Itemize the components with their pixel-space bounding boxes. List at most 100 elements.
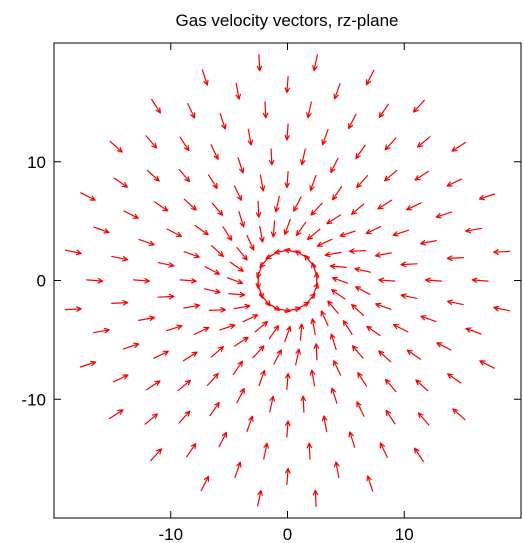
plot-frame — [53, 42, 522, 519]
velocity-arrow — [313, 343, 320, 361]
velocity-arrow — [182, 351, 198, 362]
velocity-arrow — [417, 136, 431, 148]
velocity-arrow — [332, 185, 343, 201]
velocity-arrow — [406, 349, 422, 360]
velocity-arrow — [193, 326, 210, 335]
velocity-arrow — [218, 431, 227, 448]
velocity-arrow — [150, 448, 162, 462]
velocity-arrow — [145, 135, 158, 149]
velocity-arrow — [406, 202, 422, 211]
velocity-arrow — [400, 261, 418, 268]
velocity-arrow — [236, 247, 248, 261]
velocity-arrow — [312, 54, 318, 72]
x-tick-label: -10 — [158, 525, 183, 543]
velocity-arrow — [219, 323, 236, 331]
velocity-arrow — [219, 113, 227, 130]
velocity-arrow — [144, 413, 158, 425]
velocity-arrow — [366, 475, 374, 492]
velocity-arrow — [417, 412, 430, 426]
velocity-arrow — [339, 230, 356, 238]
velocity-arrow — [285, 467, 291, 485]
velocity-arrow — [420, 240, 437, 246]
velocity-arrow — [379, 442, 388, 458]
velocity-arrow — [236, 388, 245, 404]
velocity-arrow — [204, 266, 220, 275]
velocity-arrow — [446, 178, 463, 187]
velocity-arrow — [210, 245, 224, 257]
velocity-arrow — [420, 315, 437, 323]
velocity-arrow — [138, 238, 155, 246]
velocity-arrow — [351, 345, 364, 359]
velocity-arrow — [324, 251, 342, 258]
velocity-arrow — [112, 374, 129, 383]
velocity-arrow — [232, 360, 243, 376]
velocity-arrow — [252, 345, 265, 359]
velocity-arrow — [329, 263, 347, 270]
velocity-arrow — [331, 289, 346, 300]
velocity-arrow — [211, 202, 224, 216]
velocity-arrow — [201, 69, 209, 86]
velocity-arrow — [327, 300, 339, 314]
velocity-arrow — [108, 409, 124, 420]
velocity-arrow — [285, 372, 291, 390]
velocity-arrow — [348, 113, 357, 130]
velocity-arrow — [284, 325, 292, 343]
velocity-arrow — [446, 299, 464, 306]
velocity-arrow — [222, 226, 233, 241]
velocity-arrow — [145, 380, 161, 391]
velocity-arrow — [384, 137, 397, 151]
velocity-arrow — [320, 310, 329, 327]
velocity-arrow — [284, 76, 290, 94]
velocity-arrow — [242, 314, 259, 323]
velocity-arrow — [392, 229, 409, 237]
velocity-arrow — [228, 291, 246, 298]
velocity-arrow — [254, 321, 268, 333]
velocity-arrow — [321, 129, 329, 146]
velocity-arrow — [234, 336, 249, 347]
axis-ticks: -10 0 10 10 0 -10 — [21, 43, 521, 543]
velocity-arrow — [295, 348, 301, 366]
velocity-arrow — [268, 325, 280, 340]
velocity-arrow — [237, 157, 245, 174]
velocity-arrow — [349, 248, 367, 254]
velocity-arrow — [257, 489, 263, 507]
velocity-arrow — [378, 103, 389, 118]
velocity-arrow — [309, 174, 317, 192]
y-tick-label: -10 — [21, 390, 46, 409]
velocity-arrow — [151, 98, 161, 114]
velocity-arrow — [283, 218, 291, 236]
velocity-arrow — [86, 278, 104, 284]
velocity-arrow — [334, 461, 340, 479]
velocity-arrow — [226, 277, 244, 285]
velocity-arrow — [263, 442, 269, 460]
velocity-arrow — [300, 148, 306, 166]
velocity-arrow — [200, 475, 210, 492]
velocity-arrow — [393, 324, 409, 333]
velocity-arrow — [153, 350, 169, 359]
velocity-arrow — [206, 372, 219, 386]
velocity-arrow — [295, 221, 307, 236]
velocity-arrow — [300, 395, 307, 413]
velocity-arrow — [93, 226, 110, 234]
velocity-arrow — [351, 304, 365, 316]
velocity-arrow — [357, 372, 368, 387]
velocity-arrow — [109, 140, 123, 153]
velocity-arrow — [321, 415, 328, 433]
velocity-arrow — [414, 447, 424, 463]
velocity-arrow — [268, 148, 275, 166]
velocity-arrow — [138, 315, 155, 321]
velocity-arrow — [285, 420, 291, 438]
velocity-arrow — [479, 360, 495, 369]
velocity-arrow — [330, 387, 338, 404]
velocity-arrow — [333, 83, 341, 100]
velocity-arrow — [351, 203, 365, 215]
y-tick-label: 10 — [27, 153, 46, 172]
velocity-arrow — [246, 415, 254, 432]
velocity-arrow — [284, 171, 290, 189]
velocity-arrow — [354, 266, 372, 273]
velocity-arrow — [306, 101, 312, 119]
velocity-arrow — [207, 174, 218, 189]
velocity-arrow — [183, 251, 200, 259]
velocity-arrow — [365, 69, 375, 86]
velocity-arrow — [493, 249, 511, 255]
